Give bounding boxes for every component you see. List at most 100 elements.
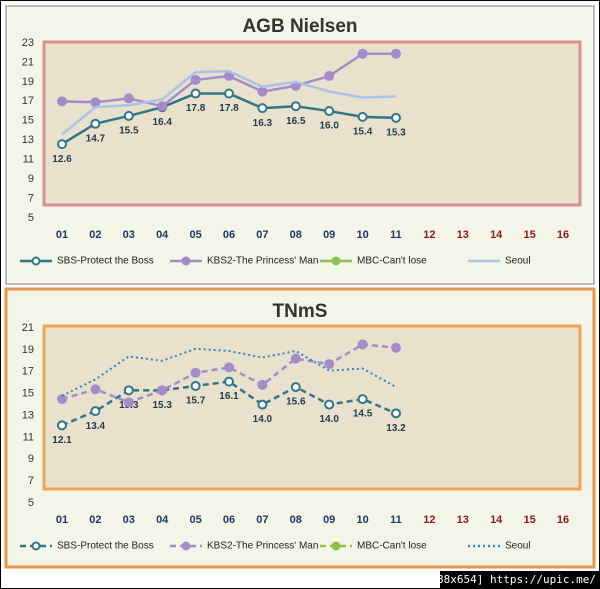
y-tick-label: 5 [28, 212, 34, 224]
x-tick-label: 06 [223, 514, 235, 526]
data-label: 16.0 [319, 121, 339, 132]
x-tick-label: 08 [290, 514, 302, 526]
point [224, 88, 234, 99]
watermark-bar [440, 571, 600, 589]
x-tick-label: 13 [457, 514, 469, 526]
data-label: 16.5 [286, 116, 306, 127]
y-tick-label: 7 [28, 192, 34, 204]
x-tick-label: 08 [290, 229, 302, 241]
point [224, 362, 234, 373]
point [391, 342, 401, 353]
point [391, 408, 401, 419]
data-label: 13.4 [86, 421, 106, 432]
y-tick-label: 11 [23, 431, 34, 443]
data-label: 15.7 [186, 396, 206, 407]
legend-label: SBS-Protect the Boss [57, 256, 154, 267]
watermark: [688x654] https://upic.me/ [424, 573, 596, 586]
x-tick-label: 11 [390, 229, 402, 241]
data-label: 15.4 [353, 127, 373, 138]
point [90, 406, 101, 417]
y-tick-label: 19 [22, 344, 34, 356]
x-tick-label: 11 [390, 514, 402, 526]
data-label: 15.3 [386, 128, 406, 139]
point [391, 48, 401, 59]
point [357, 48, 368, 59]
plot-box-2 [42, 324, 582, 491]
data-label: 12.1 [52, 435, 72, 446]
point [324, 399, 335, 410]
x-tick-label: 14 [490, 514, 503, 526]
x-tick-label: 03 [123, 514, 135, 526]
series-line [61, 69, 397, 136]
data-label: 14.0 [253, 414, 273, 425]
y-tick-label: 15 [22, 388, 34, 400]
point [57, 394, 67, 405]
data-label: 16.1 [219, 391, 239, 402]
y-tick-label: 9 [28, 453, 34, 465]
y-tick-label: 7 [28, 475, 34, 487]
x-tick-label: 01 [56, 229, 68, 241]
chart-title: TNmS [273, 301, 328, 322]
x-tick-label: 07 [256, 229, 268, 241]
point [123, 93, 134, 104]
series-line [61, 347, 397, 397]
point [357, 394, 368, 405]
data-label: 16.4 [152, 117, 172, 128]
point [357, 339, 368, 350]
point [391, 112, 401, 123]
legend-label: KBS2-The Princess' Man [207, 256, 318, 267]
y-tick-label: 9 [28, 173, 34, 185]
x-tick-label: 16 [557, 514, 569, 526]
point [123, 385, 134, 396]
y-tick-label: 21 [22, 56, 34, 68]
data-label: 16.3 [253, 118, 273, 129]
point [190, 88, 201, 99]
data-label: 12.6 [52, 154, 72, 165]
point [190, 367, 201, 378]
legend-marker [181, 541, 191, 551]
y-tick-label: 21 [22, 322, 34, 334]
point [57, 139, 67, 150]
x-tick-label: 09 [323, 229, 335, 241]
point [157, 101, 168, 112]
x-tick-label: 13 [457, 229, 469, 241]
y-tick-label: 15 [22, 115, 34, 127]
data-label: 14.7 [86, 133, 106, 144]
y-tick-label: 5 [28, 497, 34, 509]
point [324, 359, 335, 370]
y-tick-label: 13 [22, 134, 34, 146]
x-tick-label: 15 [523, 514, 535, 526]
x-tick-label: 04 [156, 229, 169, 241]
point [57, 420, 67, 431]
legend-label: Seoul [505, 541, 531, 552]
y-tick-label: 23 [22, 37, 34, 49]
point [257, 86, 268, 97]
legend-marker [181, 256, 191, 266]
point [90, 97, 101, 108]
x-tick-label: 09 [323, 514, 335, 526]
point [290, 353, 301, 364]
x-tick-label: 10 [356, 229, 368, 241]
data-label: 14.0 [319, 414, 339, 425]
plot-box-1 [42, 40, 582, 207]
x-tick-label: 12 [423, 229, 435, 241]
legend-label: MBC-Can't lose [357, 541, 427, 552]
y-tick-label: 17 [22, 366, 34, 378]
point [90, 118, 101, 129]
data-label: 15.3 [152, 400, 172, 411]
data-label: 13.2 [386, 423, 406, 434]
point [90, 384, 101, 395]
x-tick-label: 04 [156, 514, 169, 526]
series-line [61, 380, 397, 427]
y-tick-label: 19 [22, 76, 34, 88]
y-tick-label: 17 [22, 95, 34, 107]
point [357, 111, 368, 122]
point [290, 382, 301, 393]
legend-label: MBC-Can't lose [357, 256, 427, 267]
data-label: 17.8 [219, 103, 239, 114]
point [257, 103, 268, 114]
point [324, 71, 335, 82]
x-tick-label: 01 [56, 514, 68, 526]
chart-title: AGB Nielsen [242, 16, 357, 37]
